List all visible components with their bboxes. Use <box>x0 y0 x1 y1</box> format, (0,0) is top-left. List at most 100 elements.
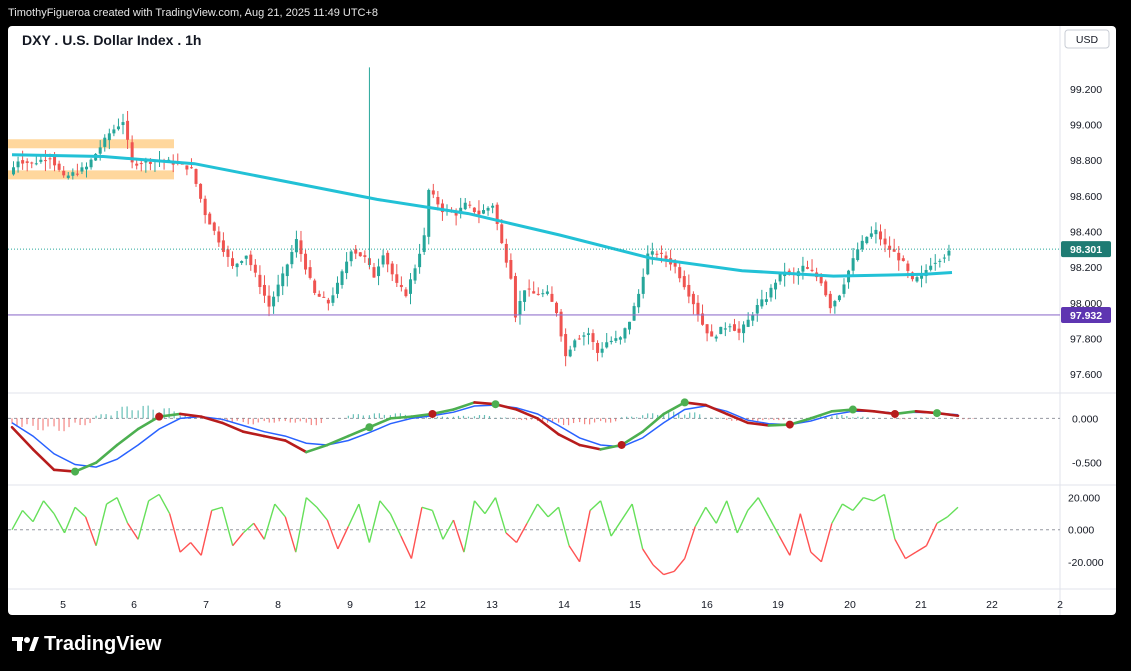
osc-segment <box>326 519 339 550</box>
candle-body <box>737 328 741 333</box>
candle-body <box>395 274 399 283</box>
macd-cross-dot <box>491 400 500 409</box>
candle-body <box>290 251 294 265</box>
candle-body <box>746 319 750 327</box>
time-tick-label: 7 <box>203 599 209 611</box>
moving-average-line <box>11 153 953 278</box>
candle-body <box>650 251 654 255</box>
candle-body <box>897 252 901 261</box>
price-tick-label: 99.000 <box>1070 119 1102 131</box>
osc-segment <box>148 493 160 502</box>
candle-body <box>71 172 75 176</box>
candle-body <box>25 161 29 163</box>
oscillator-pane <box>8 493 1060 576</box>
osc-segment <box>284 516 297 553</box>
macd-cross-dot <box>785 420 794 429</box>
osc-segment <box>168 513 181 553</box>
candle-body <box>673 262 677 267</box>
candle-body <box>258 274 262 288</box>
time-tick-label: 6 <box>131 599 137 611</box>
candle-body <box>422 235 426 252</box>
candle-body <box>664 255 668 259</box>
chart-canvas[interactable]: 99.200 99.000 98.800 98.600 98.400 98.200 98.0… <box>8 26 1116 615</box>
candle-body <box>929 265 933 270</box>
osc-segment <box>578 510 591 562</box>
attribution-text: TimothyFigueroa created with TradingView… <box>8 7 379 19</box>
candle-body <box>605 342 609 348</box>
candle-body <box>103 137 107 147</box>
osc-segment <box>179 542 192 553</box>
candle-body <box>299 240 303 255</box>
currency-label: USD <box>1076 34 1099 46</box>
macd-fast-segment <box>725 412 750 425</box>
time-tick-label: 20 <box>844 599 856 611</box>
candle-body <box>532 291 536 294</box>
macd-fast-segment <box>178 412 203 418</box>
osc-segment <box>347 503 360 527</box>
time-axis: 5 6 7 8 9 12 13 14 15 16 19 20 21 22 2 <box>60 599 1063 611</box>
candle-body <box>728 326 732 328</box>
candle-body <box>322 296 326 298</box>
osc-segment <box>652 564 665 576</box>
zone-band-upper <box>8 139 174 149</box>
candle-body <box>518 301 522 316</box>
candle-body <box>523 290 527 302</box>
candle-body <box>194 169 198 184</box>
macd-fast-segment <box>326 434 350 447</box>
candle-body <box>760 299 764 307</box>
osc-segment <box>95 503 108 546</box>
osc-segment <box>610 519 623 537</box>
candle-body <box>491 205 495 208</box>
macd-fast-segment <box>536 417 560 436</box>
price-tick-label: 98.000 <box>1070 298 1102 310</box>
macd-fast-segment <box>746 421 771 427</box>
osc-segment <box>705 506 717 524</box>
osc-segment <box>778 535 791 556</box>
candle-body <box>66 175 70 178</box>
candle-body <box>304 253 308 270</box>
candle-body <box>719 326 723 335</box>
macd-fast-segment <box>10 425 35 451</box>
candle-body <box>34 163 38 165</box>
candle-body <box>509 260 513 279</box>
candle-body <box>778 273 782 282</box>
osc-segment <box>190 542 202 556</box>
candle-body <box>208 213 212 225</box>
macd-cross-dot <box>428 409 437 418</box>
time-tick-label: 22 <box>986 599 998 611</box>
candle-body <box>504 243 508 263</box>
candle-body <box>39 159 43 162</box>
candle-body <box>335 282 339 294</box>
macd-fast-segment <box>578 443 602 451</box>
candle-body <box>564 334 568 357</box>
candle-body <box>75 173 79 175</box>
macd-cross-dot <box>365 423 374 432</box>
chart-frame[interactable]: 99.200 99.000 98.800 98.600 98.400 98.200 98.0… <box>8 26 1116 615</box>
candle-body <box>226 249 230 257</box>
price-tick-label: 98.600 <box>1070 191 1102 203</box>
candle-body <box>878 231 882 240</box>
osc-segment <box>936 516 948 524</box>
candle-body <box>48 158 52 160</box>
candle-body <box>805 267 809 269</box>
candle-body <box>358 252 362 257</box>
candle-body <box>12 167 15 175</box>
currency-button[interactable]: USD <box>1064 29 1110 49</box>
candle-body <box>892 249 896 252</box>
candle-body <box>801 265 805 272</box>
candle-body <box>920 274 924 279</box>
macd-cross-dot <box>617 440 626 449</box>
candle-body <box>372 267 376 278</box>
osc-tick-label: 20.000 <box>1068 493 1100 505</box>
price-tick-label: 98.800 <box>1070 155 1102 167</box>
tradingview-brand: TradingView <box>44 633 162 655</box>
candle-body <box>386 252 390 265</box>
candle-body <box>623 328 627 339</box>
level-badge <box>1061 306 1111 323</box>
osc-segment <box>526 503 539 524</box>
candle-body <box>755 304 759 314</box>
candle-body <box>121 122 125 126</box>
candle-body <box>600 348 604 353</box>
osc-segment <box>358 503 371 543</box>
price-candles <box>12 67 951 367</box>
